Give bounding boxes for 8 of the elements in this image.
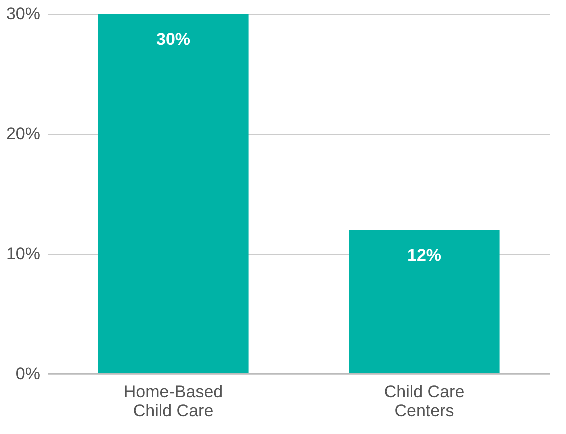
data-label: 12% bbox=[407, 246, 442, 265]
x-tick-label: Home-Based Child Care bbox=[124, 382, 224, 420]
y-tick-label: 10% bbox=[6, 244, 40, 264]
x-tick-label: Child Care Centers bbox=[384, 382, 465, 420]
data-label: 30% bbox=[156, 30, 191, 49]
y-tick-label: 0% bbox=[16, 364, 40, 384]
y-tick-label: 30% bbox=[6, 4, 40, 24]
y-tick-label: 20% bbox=[6, 124, 40, 144]
